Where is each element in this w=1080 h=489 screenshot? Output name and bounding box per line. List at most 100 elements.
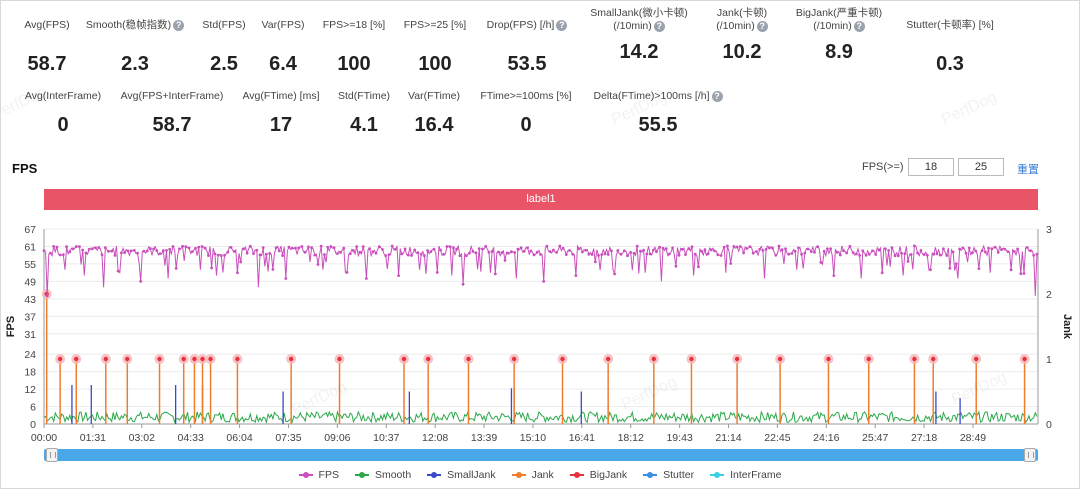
fps-point: [390, 244, 394, 248]
fps-point: [158, 252, 162, 255]
fps-point: [768, 246, 771, 250]
legend-item-bigjank[interactable]: BigJank: [569, 469, 627, 481]
reset-button[interactable]: 重置: [1017, 164, 1039, 176]
help-icon[interactable]: ?: [173, 19, 185, 31]
fps-point: [58, 253, 62, 257]
fps-point: [948, 266, 952, 270]
fps-point: [552, 248, 555, 252]
fps-point: [738, 245, 742, 248]
fps-point: [1003, 247, 1007, 251]
bigjank-marker: [103, 356, 108, 362]
y-tick-label: 31: [24, 329, 36, 341]
fps-point: [342, 246, 346, 250]
fps-point: [100, 253, 104, 257]
legend-swatch: [511, 472, 526, 479]
fps-point: [745, 247, 749, 250]
stat-value: 0: [57, 114, 69, 136]
y-tick-label: 24: [24, 349, 36, 361]
y2-tick-label: 3: [1046, 224, 1052, 236]
fps-point: [448, 245, 452, 249]
fps-point: [519, 246, 523, 250]
fps-point: [381, 248, 384, 251]
y-tick-label: 12: [24, 384, 36, 396]
fps-point: [94, 246, 97, 250]
fps-point: [168, 247, 172, 251]
help-icon[interactable]: ?: [556, 19, 568, 31]
fps-point: [84, 251, 88, 255]
fps-point: [120, 251, 123, 255]
fps-point: [245, 251, 249, 255]
fps-point: [977, 267, 981, 270]
fps-point: [603, 252, 607, 256]
stat-var-ftime: Var(FTime) 16.4: [359, 90, 509, 137]
fps-point: [987, 246, 990, 250]
x-tick-label: 00:00: [31, 432, 57, 444]
stat-label: Std(FPS): [202, 19, 246, 31]
fps-point: [435, 271, 439, 274]
fps-point: [539, 253, 542, 256]
fps-point: [616, 249, 620, 252]
fps-point: [838, 253, 842, 257]
range-handle-right[interactable]: [1024, 448, 1036, 462]
fps-point: [336, 252, 339, 255]
fps-point: [635, 244, 639, 248]
fps-point: [248, 244, 252, 248]
fps-point: [935, 252, 939, 256]
stat-label: FTime>=100ms [%]: [480, 90, 572, 102]
legend-item-smooth[interactable]: Smooth: [354, 469, 411, 481]
fps-point: [593, 260, 597, 264]
fps-point: [706, 252, 710, 256]
label-bar[interactable]: label1: [44, 189, 1038, 210]
legend-item-fps[interactable]: FPS: [298, 469, 339, 481]
fps-point: [780, 248, 784, 251]
bigjank-marker: [401, 356, 407, 362]
fps-point: [874, 253, 878, 256]
fps-point: [951, 250, 955, 254]
fps-threshold-2-input[interactable]: 25: [958, 158, 1004, 176]
stat-label: Var(FPS): [261, 19, 305, 31]
fps-point: [822, 249, 826, 253]
fps-point: [1016, 247, 1019, 251]
x-tick-label: 06:04: [226, 432, 252, 444]
fps-point: [619, 252, 623, 256]
time-range-slider[interactable]: [44, 448, 1038, 462]
fps-point: [548, 250, 552, 253]
fps-point: [571, 252, 575, 256]
legend-swatch: [427, 472, 442, 479]
bigjank-marker: [931, 356, 936, 362]
fps-point: [709, 248, 713, 252]
stat-jank: Jank(卡顿) (/10min)? 10.2: [667, 7, 817, 64]
legend-item-stutter[interactable]: Stutter: [643, 469, 694, 481]
fps-point: [497, 250, 500, 254]
y2-axis-title: Jank: [1061, 314, 1073, 340]
fps-threshold-1-input[interactable]: 18: [908, 158, 954, 176]
fps-point: [639, 249, 642, 253]
help-icon[interactable]: ?: [711, 90, 723, 102]
range-handle-left[interactable]: [46, 448, 58, 462]
fps-point: [252, 252, 255, 255]
fps-point: [771, 246, 774, 250]
stat-delta-ftime-100ms-h: Delta(FTime)>100ms [/h]? 55.5: [583, 90, 733, 137]
fps-point: [310, 246, 313, 249]
help-icon[interactable]: ?: [653, 20, 665, 32]
stat-label: Avg(InterFrame): [24, 90, 102, 102]
help-icon[interactable]: ?: [853, 20, 865, 32]
y-tick-label: 49: [24, 276, 36, 288]
legend-item-interframe[interactable]: InterFrame: [710, 469, 781, 481]
fps-point: [216, 253, 220, 257]
fps-point: [809, 250, 813, 253]
legend-item-smalljank[interactable]: SmallJank: [427, 469, 496, 481]
fps-point: [284, 277, 288, 280]
fps-point: [384, 254, 388, 257]
help-icon[interactable]: ?: [756, 20, 768, 32]
fps-point: [668, 252, 671, 256]
fps-point: [455, 247, 458, 251]
bigjank-marker: [288, 356, 294, 362]
legend-item-jank[interactable]: Jank: [511, 469, 554, 481]
fps-point: [787, 252, 791, 256]
fps-point: [213, 252, 217, 256]
stat-value: 2.5: [210, 53, 238, 75]
x-tick-label: 04:33: [178, 432, 204, 444]
fps-point: [587, 252, 591, 256]
fps-point: [929, 268, 932, 272]
